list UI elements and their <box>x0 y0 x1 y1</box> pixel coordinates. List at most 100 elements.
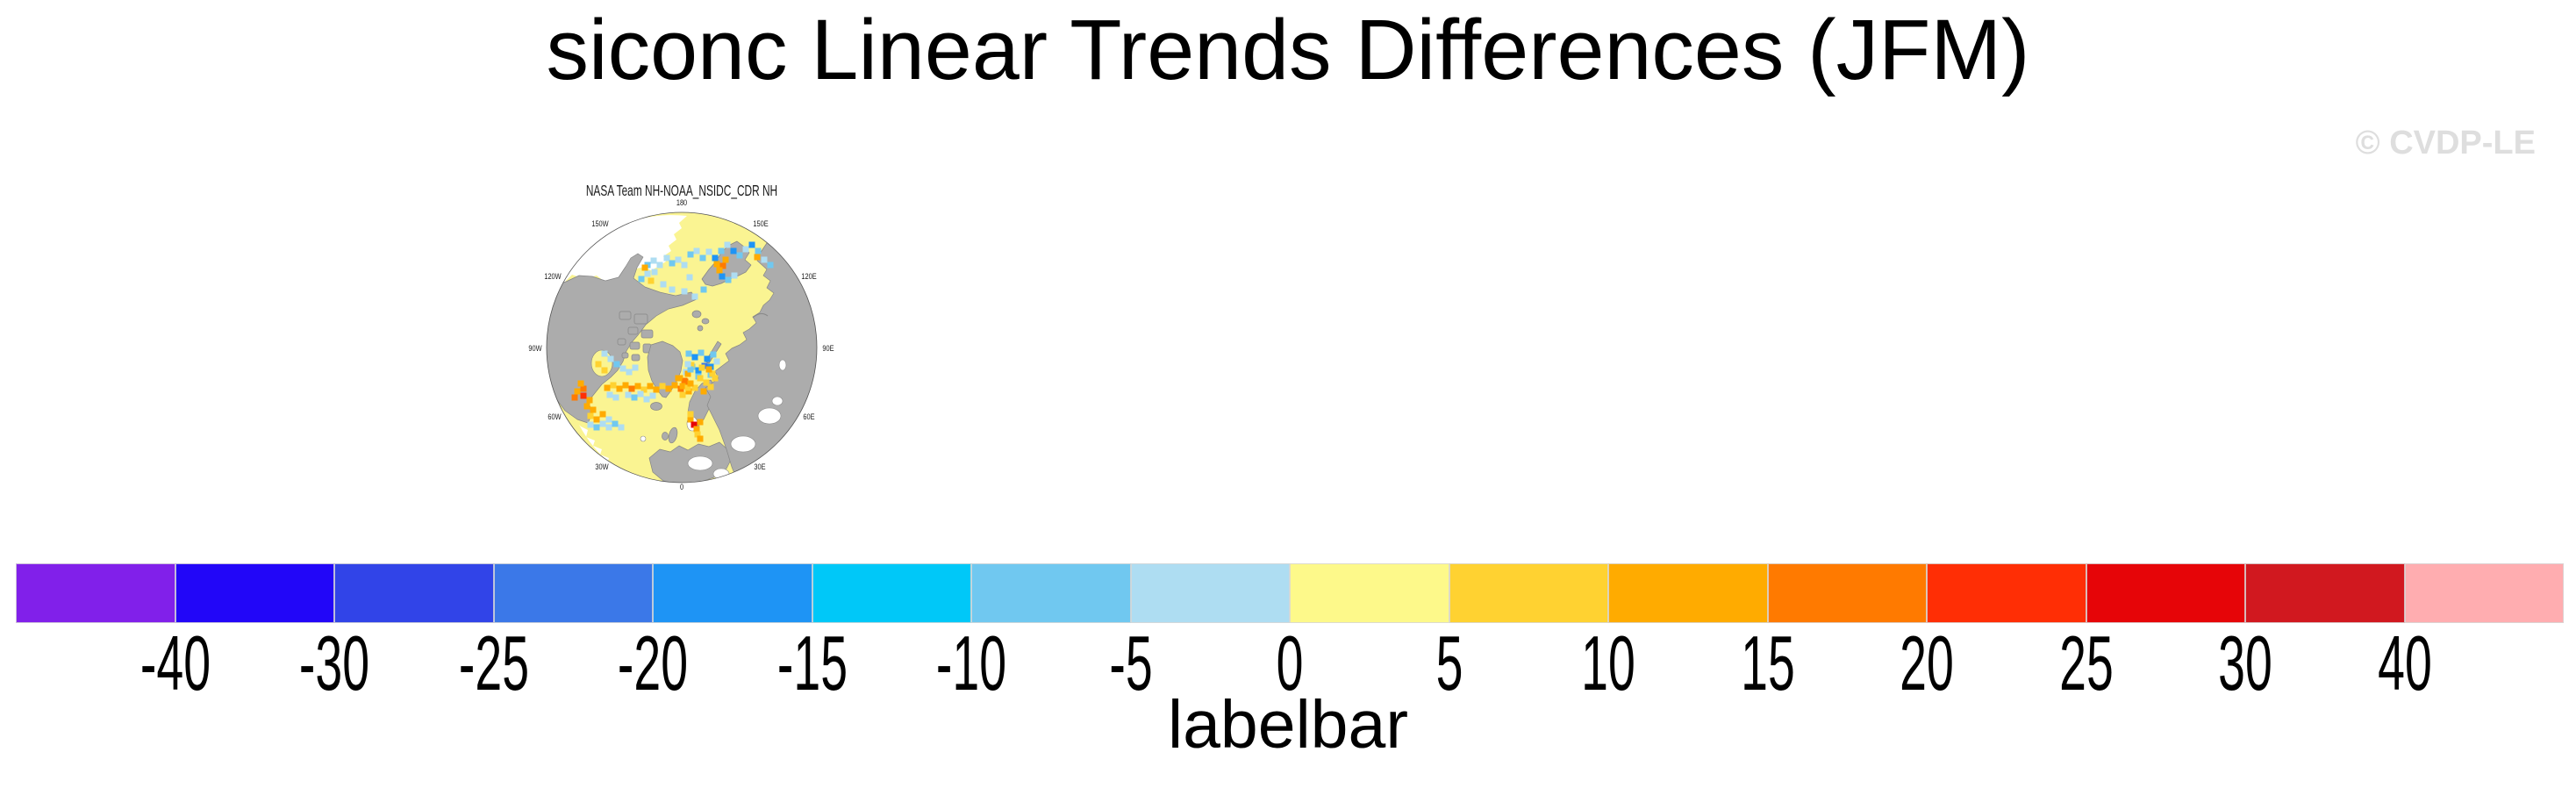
trend-cell <box>682 378 689 385</box>
trend-cell <box>761 256 768 263</box>
trend-cell <box>693 247 700 254</box>
trend-cell <box>687 411 694 418</box>
trend-cell <box>593 416 600 423</box>
trend-cell <box>694 431 701 438</box>
trend-cell <box>681 288 688 295</box>
trend-cell <box>681 261 688 269</box>
trend-cell <box>730 247 737 254</box>
colorbar-box <box>653 563 812 623</box>
trend-cell <box>688 362 695 369</box>
trend-cell <box>605 416 612 423</box>
trend-cell <box>707 383 714 390</box>
colorbar <box>16 563 2564 623</box>
trend-cell <box>613 361 620 368</box>
trend-cell <box>574 388 581 395</box>
trend-cell <box>748 241 755 248</box>
colorbar-tick-label: 20 <box>1900 620 1954 706</box>
trend-cell <box>700 388 707 395</box>
trend-cell <box>648 277 655 284</box>
trend-cell <box>643 396 650 403</box>
longitude-label: 150E <box>753 218 769 228</box>
trend-cell <box>724 241 731 248</box>
trend-cell <box>687 416 694 423</box>
trend-cell <box>638 276 645 283</box>
landmass-ireland <box>662 432 669 441</box>
trend-cell <box>767 261 774 269</box>
colorbar-box <box>1130 563 1290 623</box>
trend-cell <box>685 350 692 357</box>
trend-cell <box>599 411 606 418</box>
trend-cell <box>634 383 641 390</box>
trend-cell <box>665 385 672 392</box>
trend-cell <box>725 276 732 283</box>
colorbar-tick-label: -10 <box>935 620 1007 706</box>
colorbar-box <box>1290 563 1449 623</box>
trend-cell <box>693 426 700 433</box>
trend-cell <box>710 351 717 358</box>
trend-cell <box>716 267 723 274</box>
colorbar-axis-label: labelbar <box>1168 687 1408 763</box>
trend-cell <box>698 364 705 371</box>
trend-cell <box>660 281 667 288</box>
trend-cell <box>649 392 656 399</box>
trend-cell <box>601 350 608 357</box>
trend-cell <box>755 247 762 254</box>
trend-cell <box>671 382 678 389</box>
polar-map: NASA Team NH-NOAA_NSIDC_CDR NH <box>528 183 834 492</box>
colorbar-tick-label: -40 <box>140 620 211 706</box>
trend-cell <box>713 358 720 365</box>
trend-cell <box>612 420 619 427</box>
trend-cell <box>647 383 654 390</box>
longitude-label: 30E <box>754 462 765 471</box>
trend-cell <box>659 383 666 390</box>
map-graticule-labels: 180 150W 150E 120W 120E 90W 90E 60W 60E 30W 30E 0 <box>528 197 834 491</box>
trend-cell <box>686 274 693 281</box>
trend-cell <box>687 251 694 258</box>
trend-cell <box>605 424 612 431</box>
longitude-label: 120W <box>544 271 561 281</box>
trend-cell <box>684 384 691 391</box>
trend-cell <box>590 406 597 413</box>
trend-cell <box>656 261 663 269</box>
trend-cell <box>687 380 694 387</box>
trend-cell <box>607 355 614 362</box>
trend-cell <box>685 388 692 395</box>
trend-cell <box>684 370 691 377</box>
trend-cell <box>698 349 705 356</box>
trend-cell <box>640 386 648 393</box>
trend-cell <box>653 386 660 393</box>
no-data-region-pacific <box>551 215 687 290</box>
trend-cell <box>606 391 613 398</box>
colorbar-box <box>971 563 1131 623</box>
trend-cell <box>697 419 704 426</box>
trend-cell <box>616 385 623 392</box>
landmass-iceland <box>650 402 662 411</box>
colorbar-tick-label: -5 <box>1108 620 1153 706</box>
trend-cell <box>731 272 738 279</box>
trend-cell <box>577 380 584 387</box>
trend-cell <box>691 421 698 428</box>
trend-cell <box>637 390 644 398</box>
colorbar-box <box>493 563 653 623</box>
colorbar-box <box>1449 563 1608 623</box>
trend-cell <box>719 262 726 269</box>
trend-cell <box>684 361 691 368</box>
colorbar-box <box>812 563 971 623</box>
trend-cell <box>599 420 606 427</box>
colorbar-box <box>2245 563 2405 623</box>
map-panel: NASA Team NH-NOAA_NSIDC_CDR NH <box>500 167 869 509</box>
trend-cell <box>700 286 707 293</box>
trend-cell <box>571 394 578 401</box>
trend-cell <box>742 246 749 253</box>
trend-cell <box>593 424 600 431</box>
colorbar-box <box>1608 563 1768 623</box>
trend-cell <box>691 384 698 391</box>
no-data-region-atlantic <box>579 425 633 480</box>
colorbar-box <box>1927 563 2086 623</box>
canadian-archipelago <box>617 311 654 362</box>
trend-cell <box>691 354 698 361</box>
trend-cell <box>625 391 632 398</box>
trend-cell <box>595 361 602 368</box>
colorbar-tick-label: 40 <box>2377 620 2432 706</box>
longitude-label: 150W <box>591 218 608 228</box>
